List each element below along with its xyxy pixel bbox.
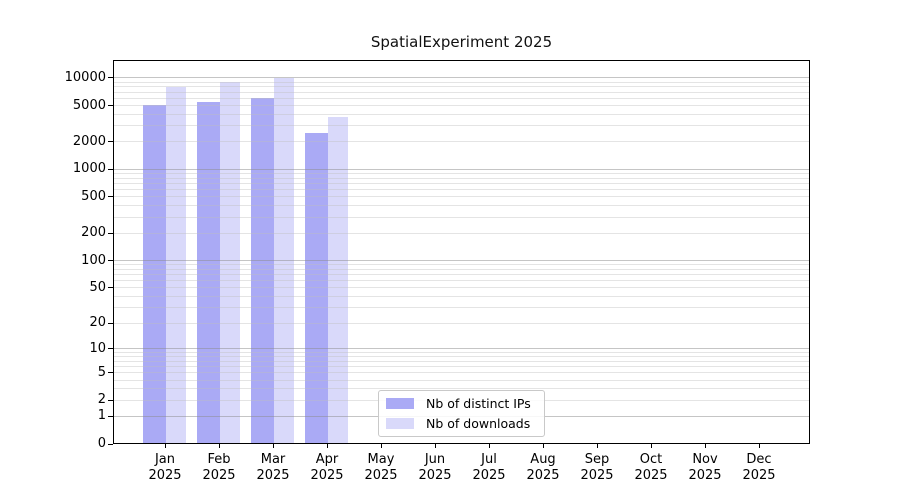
- y-tick-label: 5: [97, 364, 106, 380]
- gridline-minor: [114, 81, 809, 83]
- y-axis-tick: [108, 322, 113, 324]
- y-axis-tick: [108, 348, 113, 350]
- y-tick-label: 5000: [72, 97, 106, 113]
- x-tick-label-feb: Feb 2025: [202, 452, 236, 483]
- bar-downloads-feb: [220, 81, 240, 443]
- y-axis-tick: [108, 415, 113, 417]
- y-tick-label: 20: [89, 315, 106, 331]
- x-axis-tick: [273, 444, 274, 448]
- x-axis-tick: [381, 444, 382, 448]
- x-axis-tick: [759, 444, 760, 448]
- x-axis-tick: [489, 444, 490, 448]
- y-tick-label: 50: [89, 279, 106, 295]
- y-tick-label: 10: [89, 340, 106, 356]
- x-tick-label-may: May 2025: [364, 452, 398, 483]
- x-tick-label-jan: Jan 2025: [148, 452, 182, 483]
- x-tick-label-nov: Nov 2025: [688, 452, 722, 483]
- bar-downloads-jan: [166, 86, 186, 443]
- bar-distinct-ips-mar: [251, 98, 274, 443]
- x-tick-label-dec: Dec 2025: [742, 452, 776, 483]
- legend: Nb of distinct IPs Nb of downloads: [378, 390, 545, 437]
- y-axis-tick: [108, 260, 113, 262]
- y-axis-tick: [108, 105, 113, 107]
- y-tick-label: 2000: [72, 133, 106, 149]
- legend-label-downloads: Nb of downloads: [426, 415, 531, 431]
- x-axis-tick: [435, 444, 436, 448]
- chart-title: SpatialExperiment 2025: [370, 33, 553, 51]
- x-tick-label-aug: Aug 2025: [526, 452, 560, 483]
- legend-swatch-distinct-ips: [386, 398, 414, 410]
- plot-area: [113, 60, 810, 444]
- x-tick-label-oct: Oct 2025: [634, 452, 668, 483]
- x-axis-tick: [705, 444, 706, 448]
- gridline-minor: [114, 91, 809, 93]
- x-tick-label-jun: Jun 2025: [418, 452, 452, 483]
- legend-label-distinct-ips: Nb of distinct IPs: [426, 396, 531, 412]
- y-tick-label: 0: [97, 436, 106, 451]
- x-axis-tick: [327, 444, 328, 448]
- bar-distinct-ips-jan: [143, 105, 166, 443]
- x-tick-label-jul: Jul 2025: [472, 452, 506, 483]
- y-axis-tick: [108, 141, 113, 143]
- x-tick-label-sep: Sep 2025: [580, 452, 614, 483]
- gridline-minor: [114, 97, 809, 99]
- bar-downloads-mar: [274, 77, 294, 443]
- y-tick-label: 200: [81, 225, 106, 241]
- x-axis-tick: [165, 444, 166, 448]
- x-tick-label-mar: Mar 2025: [256, 452, 290, 483]
- x-axis-tick: [651, 444, 652, 448]
- bar-downloads-apr: [328, 117, 348, 443]
- y-axis-tick: [108, 372, 113, 374]
- y-axis-tick: [108, 196, 113, 198]
- y-tick-label: 1: [97, 408, 106, 424]
- x-axis-tick: [219, 444, 220, 448]
- y-tick-label: 10000: [64, 69, 106, 85]
- gridline-minor: [114, 86, 809, 88]
- legend-item-distinct-ips: Nb of distinct IPs: [386, 395, 537, 412]
- y-tick-label: 500: [81, 188, 106, 204]
- y-tick-label: 100: [81, 252, 106, 268]
- y-axis-tick: [108, 399, 113, 401]
- legend-item-downloads: Nb of downloads: [386, 415, 537, 432]
- y-axis-tick: [108, 287, 113, 289]
- x-axis-tick: [597, 444, 598, 448]
- x-axis-tick: [543, 444, 544, 448]
- y-tick-label: 2: [97, 392, 106, 408]
- y-axis-tick: [108, 77, 113, 79]
- bar-distinct-ips-apr: [305, 132, 328, 443]
- bar-distinct-ips-feb: [197, 101, 220, 443]
- legend-swatch-downloads: [386, 417, 414, 429]
- y-axis-tick: [108, 168, 113, 170]
- y-axis-tick: [108, 232, 113, 234]
- gridline-major: [114, 77, 809, 79]
- y-tick-label: 1000: [72, 161, 106, 177]
- y-axis-tick: [108, 443, 113, 445]
- x-tick-label-apr: Apr 2025: [310, 452, 344, 483]
